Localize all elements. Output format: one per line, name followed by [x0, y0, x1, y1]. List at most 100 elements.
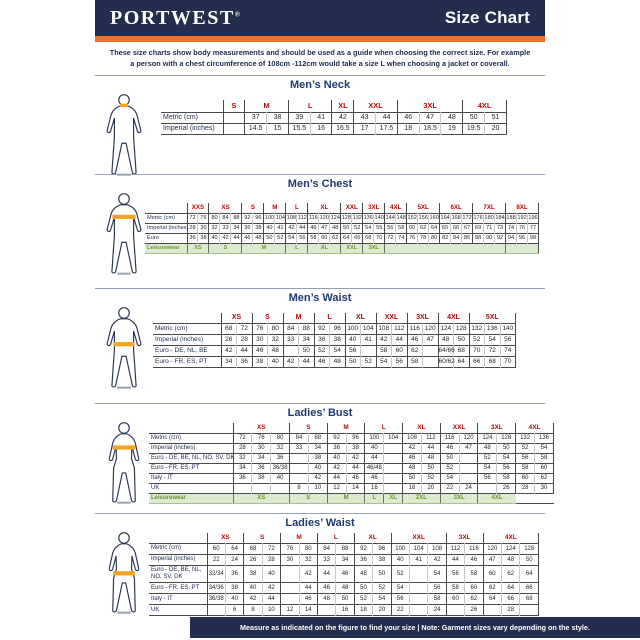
value-cell: 30 [197, 223, 209, 234]
size-header-xs: XS [220, 312, 252, 324]
value-cell: 14 [345, 483, 365, 494]
intro-line-1: These size charts show body measurements… [109, 48, 531, 57]
value-cell [222, 123, 245, 135]
value-cell: 42 [298, 565, 318, 583]
value-cell: 84 [316, 543, 336, 555]
figure-base [117, 386, 131, 389]
leisurewear-cell: L [285, 243, 308, 254]
table-row: Imperial (inches) 26 28 30 32 33 34 36 38 40 41 42 4… [153, 334, 516, 346]
value-cell: 39 [287, 112, 311, 124]
row-label: Imperial (inches) [163, 125, 215, 133]
value-cell: 73 [494, 223, 506, 234]
size-header-l: L [285, 202, 308, 214]
value-cell: 168 [450, 213, 462, 224]
corner-cell [161, 100, 223, 113]
value-cell: 112 [420, 433, 441, 444]
value-cell: 56 [391, 356, 407, 368]
row-label: Italy - IT [151, 475, 173, 482]
value-cell: 54 [329, 345, 345, 357]
value-cell: 19 [440, 123, 463, 135]
value-cell: 47 [422, 334, 438, 346]
value-cell: 71 [483, 223, 495, 234]
value-cell [383, 473, 403, 484]
leisurewear-cell: M [241, 243, 286, 254]
value-cell: 38 [243, 565, 263, 583]
value-cell: 50 [519, 554, 539, 566]
value-cell: 128 [453, 323, 469, 335]
table-row: Euro - FR, ES, PT 34/36 38 40 42 44 46 48 50 52 54… [149, 582, 539, 594]
table-row: Italy - IT 36/38 40 42 44 46 48 50 52 54 56 58 60 62 6… [149, 593, 539, 605]
value-cell: 50 [453, 334, 469, 346]
leisurewear-cell [516, 493, 554, 503]
value-cell: 56 [390, 593, 410, 605]
size-header-xxl: XXL [439, 422, 478, 434]
value-cell [360, 345, 376, 357]
value-cell: 46 [406, 334, 423, 346]
value-cell [316, 604, 336, 616]
value-cell: 68 [453, 345, 469, 357]
value-cell [408, 582, 428, 594]
value-cell [383, 483, 403, 494]
value-cell: 58 [395, 223, 407, 234]
size-section: Men’s Waist XS S M L XL XXL 3XL 4XL 5XL Metric (c… [95, 287, 545, 403]
value-cell: 67 [461, 223, 473, 234]
value-cell: 112 [391, 323, 407, 335]
size-table-wrap: XS S M L XL XXL 3XL 4XL 5XL Metric (cm) 68 72 76 80 84… [153, 304, 545, 394]
value-cell: 108 [427, 543, 447, 555]
value-cell: 72 [261, 543, 281, 555]
value-cell: 132 [468, 323, 485, 335]
value-cell [458, 473, 478, 484]
value-cell: 66 [519, 582, 539, 594]
value-cell: 36 [241, 223, 253, 234]
value-cell: 116 [406, 323, 423, 335]
value-cell: 41 [408, 554, 428, 566]
value-cell: 56 [427, 582, 447, 594]
value-cell: 96 [329, 323, 345, 335]
value-cell: 48 [316, 593, 336, 605]
value-cell: 32 [267, 334, 283, 346]
value-cell: 92 [494, 233, 506, 244]
size-header-xl: XL [344, 312, 376, 324]
size-sections: Men’s Neck S M L XL XXL 3XL 4XL Metric (cm) 37 38… [95, 74, 554, 619]
leisurewear-cell: XXL [340, 243, 363, 254]
size-section: Ladies’ Waist XS S M L XL XXL 3XL 4XL Metric (cm… [95, 512, 545, 619]
size-table: S M L XL XXL 3XL 4XL Metric (cm) 37 38 39 41 42 43 44 4… [161, 99, 507, 135]
section-title: Ladies’ Waist [285, 516, 355, 529]
value-cell: 12 [326, 483, 347, 494]
value-cell: 76 [406, 233, 418, 244]
value-cell: 44 [261, 593, 281, 605]
value-cell: 84 [219, 213, 231, 224]
value-cell: 76 [251, 433, 271, 444]
value-cell: 8 [243, 604, 263, 616]
value-cell: 54 [534, 443, 554, 454]
value-cell: 36/38 [206, 593, 226, 605]
value-cell: 90 [483, 233, 495, 244]
value-cell: 44 [420, 443, 441, 454]
value-cell: 42 [219, 233, 231, 244]
table-row: UK 6 8 10 12 14 16 18 20 22 24 26 28 [149, 604, 539, 616]
hips-highlight [113, 571, 135, 576]
value-cell: 124 [500, 543, 520, 555]
value-cell: 50 [263, 233, 275, 244]
size-header-xxl: XXL [375, 312, 407, 324]
value-cell: 10 [307, 483, 328, 494]
size-section: Men’s Neck S M L XL XXL 3XL 4XL Metric (cm) 37 38… [95, 74, 545, 176]
value-cell: 62 [482, 582, 502, 594]
value-cell: 88 [472, 233, 484, 244]
value-cell: 26 [220, 334, 237, 346]
value-cell [445, 604, 465, 616]
value-cell: 50 [298, 345, 314, 357]
size-header-3xl: 3XL [362, 202, 385, 214]
value-cell: 116 [439, 433, 460, 444]
size-header-5xl: 5XL [468, 312, 516, 324]
value-cell: 46/48 [364, 463, 384, 474]
value-cell: 48 [252, 233, 264, 244]
value-cell: 20 [372, 604, 392, 616]
value-cell: 60 [206, 543, 226, 555]
value-cell: 44 [345, 463, 365, 474]
section-content: XS S M L XL XXL 3XL 4XL 5XL Metric (cm) 68 72 76 80 84… [95, 304, 545, 394]
size-header-l: L [364, 422, 403, 434]
leisurewear-cell: XL [383, 493, 403, 504]
value-cell: 62 [464, 593, 484, 605]
value-cell: 20 [484, 123, 507, 135]
